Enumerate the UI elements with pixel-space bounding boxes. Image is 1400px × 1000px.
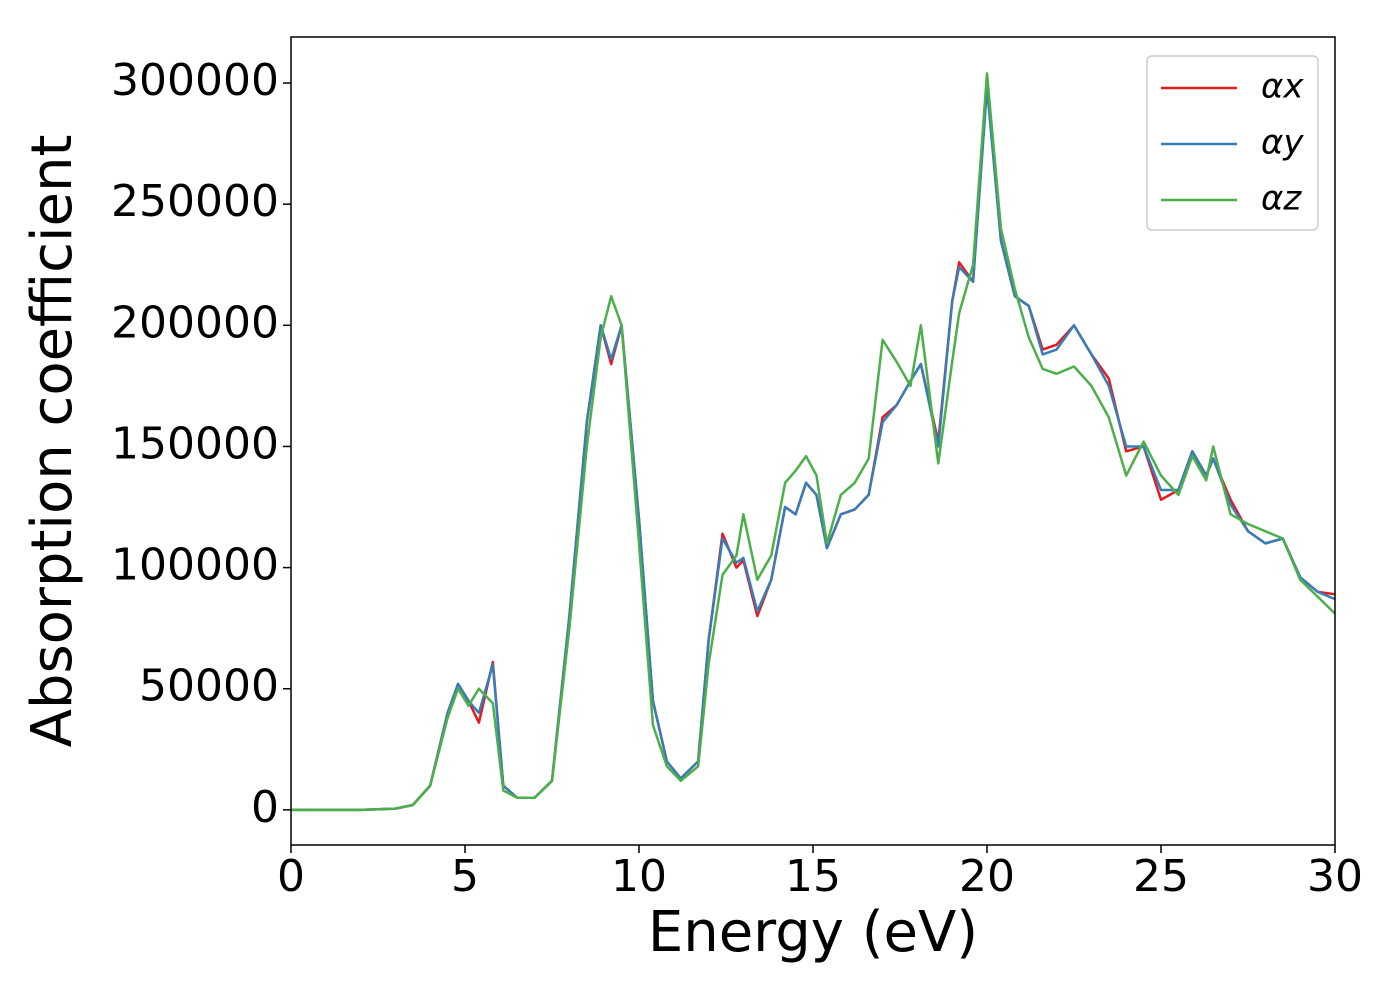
x-tick-label: 20 xyxy=(959,851,1015,902)
legend-label: αz xyxy=(1261,179,1302,219)
y-tick-label: 200000 xyxy=(111,297,279,348)
y-tick-label: 100000 xyxy=(111,540,279,591)
x-tick-label: 10 xyxy=(611,851,667,902)
y-tick-label: 150000 xyxy=(111,418,279,469)
x-axis-label: Energy (eV) xyxy=(648,900,978,965)
legend-label: αy xyxy=(1261,123,1304,163)
x-tick-label: 30 xyxy=(1307,851,1363,902)
x-tick-label: 5 xyxy=(451,851,479,902)
y-axis-label: Absorption coefficient xyxy=(20,135,85,748)
x-tick-label: 25 xyxy=(1133,851,1189,902)
x-tick-label: 0 xyxy=(277,851,305,902)
data-line xyxy=(291,86,1335,812)
plot-area xyxy=(291,72,1335,812)
y-tick-label: 0 xyxy=(251,782,279,833)
legend-label: αx xyxy=(1261,67,1304,107)
y-tick-label: 50000 xyxy=(139,661,279,712)
y-tick-label: 250000 xyxy=(111,176,279,227)
y-tick-label: 300000 xyxy=(111,55,279,106)
data-line xyxy=(291,72,1335,812)
x-tick-label: 15 xyxy=(785,851,841,902)
plot-frame xyxy=(290,36,1336,846)
